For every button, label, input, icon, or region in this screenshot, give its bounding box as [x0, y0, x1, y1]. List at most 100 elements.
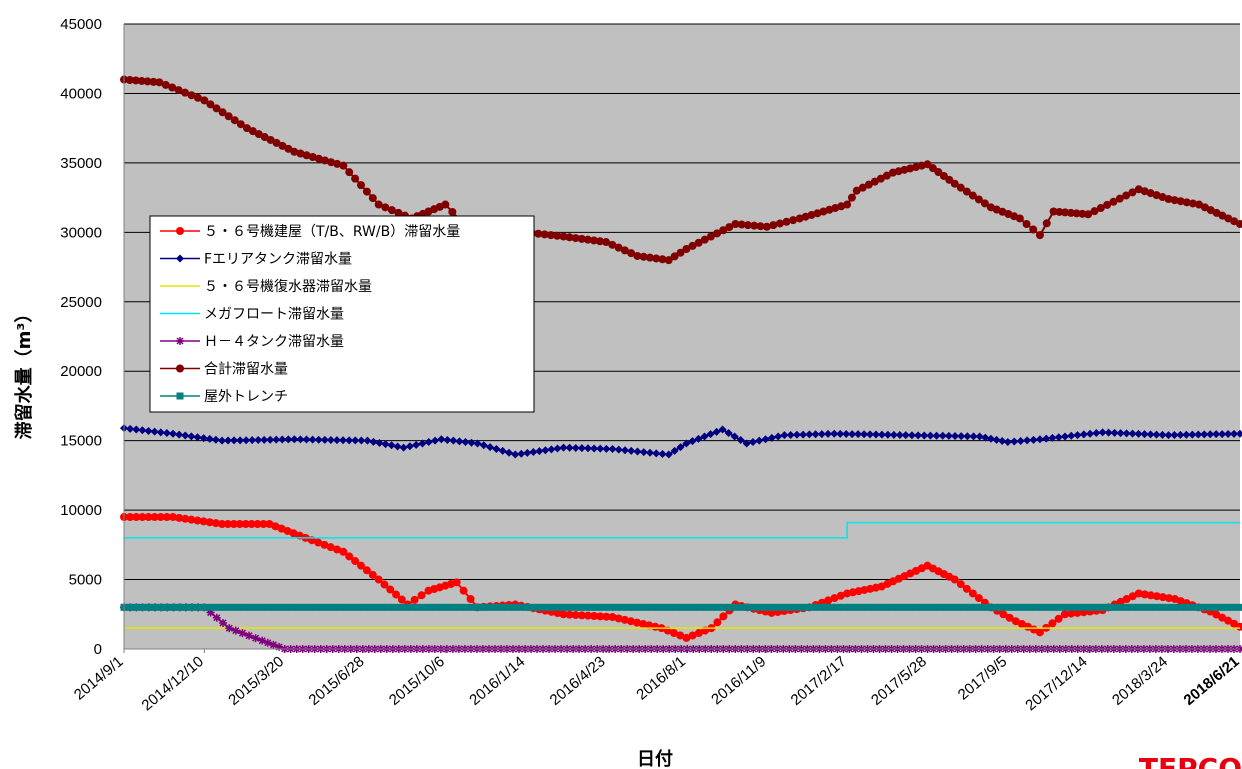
data-point — [817, 430, 826, 439]
data-point — [670, 446, 679, 455]
data-point — [767, 433, 776, 442]
data-point — [565, 610, 574, 619]
x-tick-label: 2018/6/21 — [1181, 653, 1242, 709]
data-point — [216, 603, 224, 611]
y-axis-ticks: 0 5000 10000 15000 20000 25000 30000 35000 40000… — [60, 16, 102, 658]
data-point — [1008, 603, 1016, 611]
data-point — [883, 430, 892, 439]
data-point — [276, 603, 284, 611]
data-point — [540, 230, 549, 239]
data-point — [1152, 592, 1161, 601]
data-point — [1134, 589, 1143, 598]
data-point — [211, 519, 220, 528]
data-point — [408, 603, 416, 611]
data-point — [251, 634, 260, 643]
data-point — [308, 435, 317, 444]
data-point — [332, 436, 341, 445]
data-point — [369, 437, 378, 446]
data-point — [756, 603, 764, 611]
data-point — [972, 603, 980, 611]
data-point — [1096, 204, 1105, 213]
data-point — [654, 603, 662, 611]
data-point — [479, 441, 488, 450]
data-point — [767, 608, 776, 617]
data-point — [571, 443, 580, 452]
data-point — [231, 626, 240, 635]
data-point — [1086, 429, 1095, 438]
data-point — [504, 603, 512, 611]
data-point — [1116, 603, 1124, 611]
data-point — [1067, 609, 1076, 618]
data-point — [963, 432, 972, 441]
data-point — [187, 91, 196, 100]
data-point — [608, 240, 617, 249]
data-point — [1035, 231, 1044, 240]
data-point — [602, 612, 611, 621]
data-point — [1188, 430, 1197, 439]
data-point — [1035, 628, 1044, 637]
data-point — [125, 76, 134, 85]
x-tick-label: 2016/11/9 — [708, 653, 769, 708]
data-point — [193, 516, 202, 525]
data-point — [608, 613, 617, 622]
data-point — [848, 430, 857, 439]
data-point — [774, 603, 782, 611]
data-point — [762, 222, 771, 231]
data-point — [582, 603, 590, 611]
data-point — [547, 445, 556, 454]
data-point — [1073, 431, 1082, 440]
data-point — [155, 78, 164, 87]
data-point — [1015, 214, 1024, 223]
data-point — [756, 222, 765, 231]
data-point — [1218, 603, 1226, 611]
data-point — [852, 603, 860, 611]
data-point — [694, 434, 703, 443]
data-point — [1042, 219, 1051, 228]
data-point — [224, 436, 233, 445]
data-point — [206, 100, 215, 109]
data-point — [1072, 209, 1081, 218]
data-point — [199, 434, 208, 443]
data-point — [161, 80, 170, 89]
data-point — [583, 235, 592, 244]
data-point — [296, 149, 305, 158]
data-point — [266, 435, 275, 444]
data-point — [326, 435, 335, 444]
data-point — [1109, 197, 1118, 206]
data-point — [992, 435, 1001, 444]
legend-label: ５・６号機建屋（T/B、RW/B）滞留水量 — [204, 224, 460, 240]
data-point — [1176, 197, 1185, 206]
data-point — [443, 435, 452, 444]
data-point — [1206, 603, 1214, 611]
data-point — [345, 168, 354, 177]
data-point — [131, 76, 140, 85]
data-point — [714, 603, 722, 611]
data-point — [498, 603, 506, 611]
data-point — [664, 256, 673, 265]
data-point — [452, 578, 461, 587]
data-point — [876, 603, 884, 611]
data-point — [742, 439, 751, 448]
data-point — [225, 624, 234, 633]
data-point — [870, 603, 878, 611]
data-point — [126, 603, 134, 611]
data-point — [1164, 603, 1172, 611]
data-point — [984, 603, 992, 611]
data-point — [357, 436, 366, 445]
data-point — [278, 435, 287, 444]
data-point — [1128, 188, 1137, 197]
data-point — [448, 207, 457, 216]
data-point — [1014, 603, 1022, 611]
series-layer — [120, 75, 1242, 653]
data-point — [223, 520, 232, 528]
data-point — [1068, 603, 1076, 611]
data-point — [394, 208, 403, 217]
data-point — [320, 540, 329, 549]
data-point — [912, 603, 920, 611]
data-point — [180, 603, 188, 611]
data-point — [284, 144, 293, 153]
x-tick-label: 2016/4/23 — [547, 653, 609, 709]
data-point — [1042, 434, 1051, 443]
data-point — [176, 364, 184, 373]
data-point — [1078, 209, 1087, 218]
